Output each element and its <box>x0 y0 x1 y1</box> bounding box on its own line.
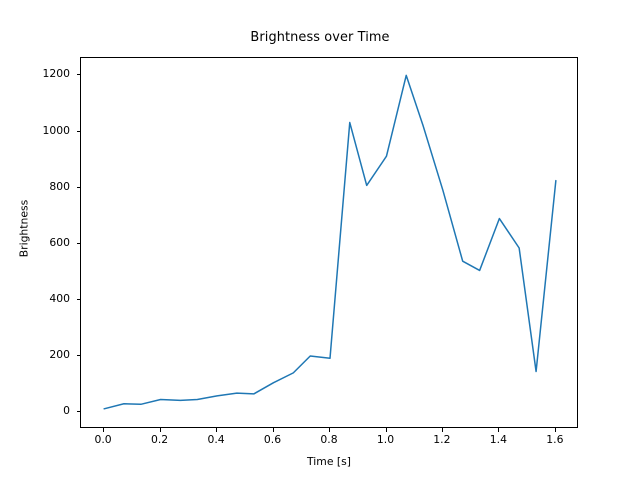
x-tick-label: 0.8 <box>320 433 338 446</box>
y-tick-label: 0 <box>63 404 70 418</box>
x-tick-mark <box>329 428 330 432</box>
y-tick-mark <box>76 355 80 356</box>
x-tick-label: 1.0 <box>376 433 395 446</box>
y-tick-mark <box>76 298 80 300</box>
page-title: Brightness over Time <box>250 30 390 45</box>
x-tick-mark <box>103 428 105 432</box>
y-tick-mark <box>76 186 80 188</box>
x-tick-mark <box>216 428 218 432</box>
x-tick-label: 1.6 <box>546 433 564 446</box>
x-tick-label: 0.0 <box>94 433 112 446</box>
data-line-chart <box>103 74 557 410</box>
plot-area <box>80 57 578 428</box>
x-tick-mark <box>272 428 274 432</box>
x-tick-mark <box>554 428 556 432</box>
x-tick-label: 0.4 <box>207 433 225 446</box>
x-tick-label: 0.2 <box>151 433 169 446</box>
x-tick-mark <box>385 428 387 432</box>
y-tick-mark <box>76 411 80 413</box>
y-tick-label: 1200 <box>42 67 70 81</box>
x-tick-mark <box>159 428 161 432</box>
x-tick-mark <box>498 428 500 432</box>
x-axis-label: Time [s] <box>307 455 351 468</box>
brightness-series-line <box>103 74 557 410</box>
y-tick-label: 1000 <box>42 123 70 137</box>
y-tick-label: 600 <box>49 235 70 249</box>
x-tick-label: 1.4 <box>489 433 507 446</box>
y-tick-mark <box>76 74 80 76</box>
y-tick-label: 200 <box>49 348 70 361</box>
x-tick-label: 0.6 <box>263 433 282 446</box>
x-tick-mark <box>441 428 443 432</box>
y-tick-mark <box>76 242 80 244</box>
y-tick-label: 800 <box>49 179 70 193</box>
y-tick-label: 400 <box>49 291 70 305</box>
y-axis-label: Brightness <box>17 199 31 258</box>
y-tick-mark <box>76 130 80 132</box>
x-tick-label: 1.2 <box>433 433 451 446</box>
